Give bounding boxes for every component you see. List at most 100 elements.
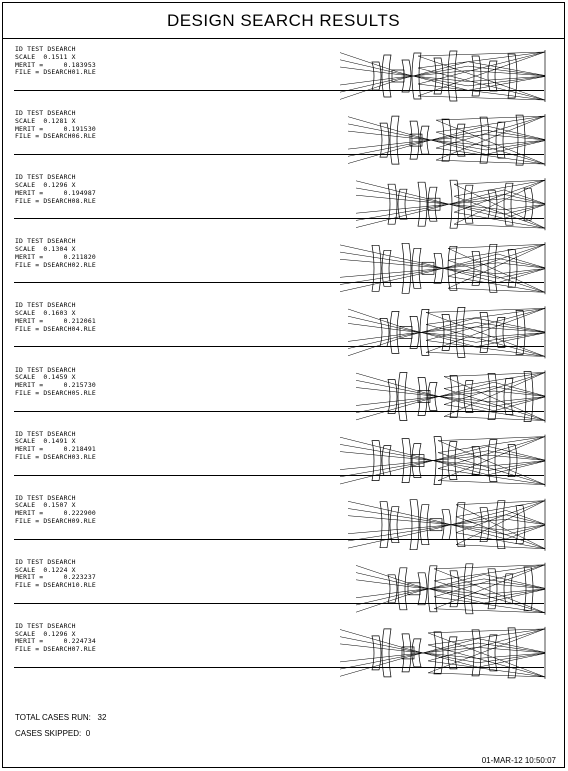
case-8-info: ID TEST DSEARCH SCALE 0.1507 X MERIT = 0.2…	[15, 493, 96, 526]
lens-element	[487, 373, 498, 420]
ray	[347, 323, 546, 339]
ray	[355, 565, 546, 604]
lens-element	[433, 252, 444, 284]
ray	[347, 515, 546, 531]
ray	[433, 608, 546, 614]
lens-element	[523, 371, 534, 422]
ray	[443, 372, 546, 405]
ray	[455, 532, 546, 549]
lens-element	[419, 309, 430, 356]
lens-element	[417, 181, 428, 227]
ray	[433, 564, 546, 610]
ray	[355, 387, 546, 403]
ray	[437, 436, 546, 469]
lens-element	[447, 636, 458, 670]
lens-element	[427, 186, 438, 222]
ray	[347, 308, 546, 347]
ray	[347, 501, 546, 540]
ray	[427, 632, 546, 678]
ray	[437, 436, 546, 441]
ray	[447, 276, 546, 293]
ray	[447, 244, 546, 289]
case-scale: SCALE 0.1459 X	[15, 373, 76, 382]
ray	[355, 579, 546, 595]
lens-drawing-2	[347, 114, 546, 167]
lens-element	[411, 443, 422, 478]
lens-element	[449, 570, 460, 608]
case-3-optical-axis	[14, 218, 544, 220]
lens-drawing-4	[339, 242, 546, 295]
ray	[435, 119, 546, 165]
cases-skipped-label: CASES SKIPPED:	[15, 729, 82, 738]
lens-element	[379, 318, 390, 347]
ray	[447, 244, 546, 261]
ray	[347, 322, 546, 349]
case-merit: MERIT = 0.223237	[15, 573, 96, 582]
ray	[427, 628, 546, 662]
ray	[435, 159, 546, 165]
lens-element	[371, 440, 382, 481]
lens-element	[387, 574, 398, 604]
lens-element	[471, 629, 482, 677]
ray	[347, 514, 546, 542]
total-cases-value: 32	[97, 713, 107, 722]
lens-element	[507, 248, 518, 288]
case-file: FILE = DSEARCH09.RLE	[15, 517, 96, 526]
ray	[355, 574, 546, 613]
ray	[339, 66, 546, 82]
case-id: ID TEST DSEARCH	[15, 493, 76, 502]
ray	[437, 468, 546, 485]
aperture-stop	[409, 133, 423, 147]
lens-element	[441, 509, 452, 541]
ray	[427, 660, 546, 678]
ray	[427, 628, 546, 646]
ray	[347, 508, 546, 535]
ray	[435, 115, 546, 149]
aperture-stop	[429, 518, 443, 532]
ray	[437, 480, 546, 485]
lens-drawing-6	[355, 370, 546, 423]
ray	[347, 317, 546, 357]
case-merit: MERIT = 0.212061	[15, 316, 96, 325]
ray	[433, 596, 546, 614]
lens-drawing-3	[355, 178, 546, 231]
ray	[417, 51, 546, 57]
lens-element	[471, 55, 482, 97]
lens-element	[401, 242, 412, 294]
ray	[417, 51, 546, 69]
case-id: ID TEST DSEARCH	[15, 557, 76, 566]
lens-element	[389, 311, 400, 354]
ray	[355, 180, 546, 219]
ray	[417, 55, 546, 101]
ray	[443, 372, 546, 389]
case-id: ID TEST DSEARCH	[15, 365, 76, 374]
lens-element	[471, 446, 482, 475]
case-7-info: ID TEST DSEARCH SCALE 0.1491 X MERIT = 0.2…	[15, 430, 96, 462]
ray	[455, 500, 546, 533]
lens-element	[487, 189, 498, 219]
ray	[427, 672, 546, 678]
lens-element	[479, 116, 490, 164]
case-scale: SCALE 0.1224 X	[15, 565, 76, 574]
case-10-info: ID TEST DSEARCH SCALE 0.1296 X MERIT = 0.2…	[15, 622, 96, 654]
case-4-optical-axis	[14, 282, 544, 284]
ray	[339, 253, 546, 292]
cases-skipped: CASES SKIPPED: 0	[15, 729, 90, 738]
case-file: FILE = DSEARCH01.RLE	[15, 68, 96, 77]
ray	[427, 644, 546, 678]
case-2-info: ID TEST DSEARCH SCALE 0.1281 X MERIT = 0.1…	[15, 109, 96, 141]
total-cases-run: TOTAL CASES RUN: 32	[15, 713, 106, 722]
lens-element	[433, 631, 444, 675]
cases-skipped-value: 0	[85, 729, 91, 738]
ray	[425, 308, 546, 341]
lens-element	[379, 122, 390, 158]
lens-element	[455, 502, 466, 548]
total-cases-label: TOTAL CASES RUN:	[15, 713, 91, 722]
case-file: FILE = DSEARCH06.RLE	[15, 132, 96, 141]
lens-element	[495, 500, 506, 550]
lens-element	[371, 61, 382, 91]
lens-element	[419, 504, 430, 546]
case-id: ID TEST DSEARCH	[15, 109, 76, 118]
case-scale: SCALE 0.1296 X	[15, 629, 76, 638]
ray	[455, 544, 546, 549]
